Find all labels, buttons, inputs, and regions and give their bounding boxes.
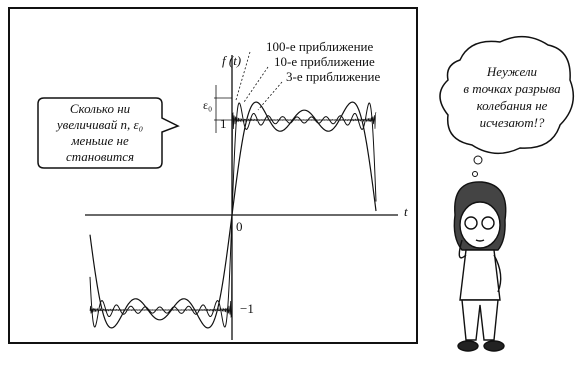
leader-line [243, 66, 269, 103]
origin-label: 0 [236, 219, 243, 234]
bubble-line: в точках разрыва [463, 81, 561, 96]
epsilon-label: ε₀ [203, 98, 212, 112]
x-axis-label: t [404, 204, 408, 219]
bubble-line: увеличивай n, ε₀ [55, 117, 143, 132]
curve-label: 10-е приближение [274, 54, 375, 69]
arm [458, 239, 467, 259]
thought-bubble [439, 36, 575, 154]
thought-dot [473, 155, 483, 165]
level-label: 1 [220, 116, 227, 131]
graph: f (t) t 0 1 −1 ε₀ 100-е приближение 10-е… [85, 39, 408, 340]
glasses [481, 216, 495, 230]
bubble-line: становится [66, 149, 134, 164]
speech-text: Сколько ни увеличивай n, ε₀ меньше не ст… [55, 101, 143, 164]
shoe [457, 340, 479, 352]
thought-dot [472, 171, 478, 177]
shoe [483, 340, 505, 352]
bubble-line: Неужели [486, 64, 538, 79]
approximation-curve [89, 102, 377, 328]
shirt [459, 249, 501, 301]
approximation-curve [89, 112, 377, 318]
curve-label: 100-е приближение [266, 39, 373, 54]
speech-bubble [37, 97, 180, 169]
curve-label: 3-е приближение [286, 69, 380, 84]
bubble-line: меньше не [70, 133, 129, 148]
frame [8, 7, 418, 344]
mouth [475, 239, 485, 242]
girl [453, 181, 507, 352]
approximation-curve [89, 101, 377, 329]
face [459, 201, 501, 249]
level-label: −1 [240, 301, 254, 316]
glasses [464, 216, 478, 230]
bubble-line: исчезают!? [480, 115, 545, 130]
trousers [461, 299, 499, 341]
y-axis-label: f (t) [222, 53, 241, 68]
bubble-line: колебания не [477, 98, 548, 113]
bubble-line: Сколько ни [70, 101, 131, 116]
arm [493, 254, 502, 293]
leader-line [235, 51, 251, 101]
